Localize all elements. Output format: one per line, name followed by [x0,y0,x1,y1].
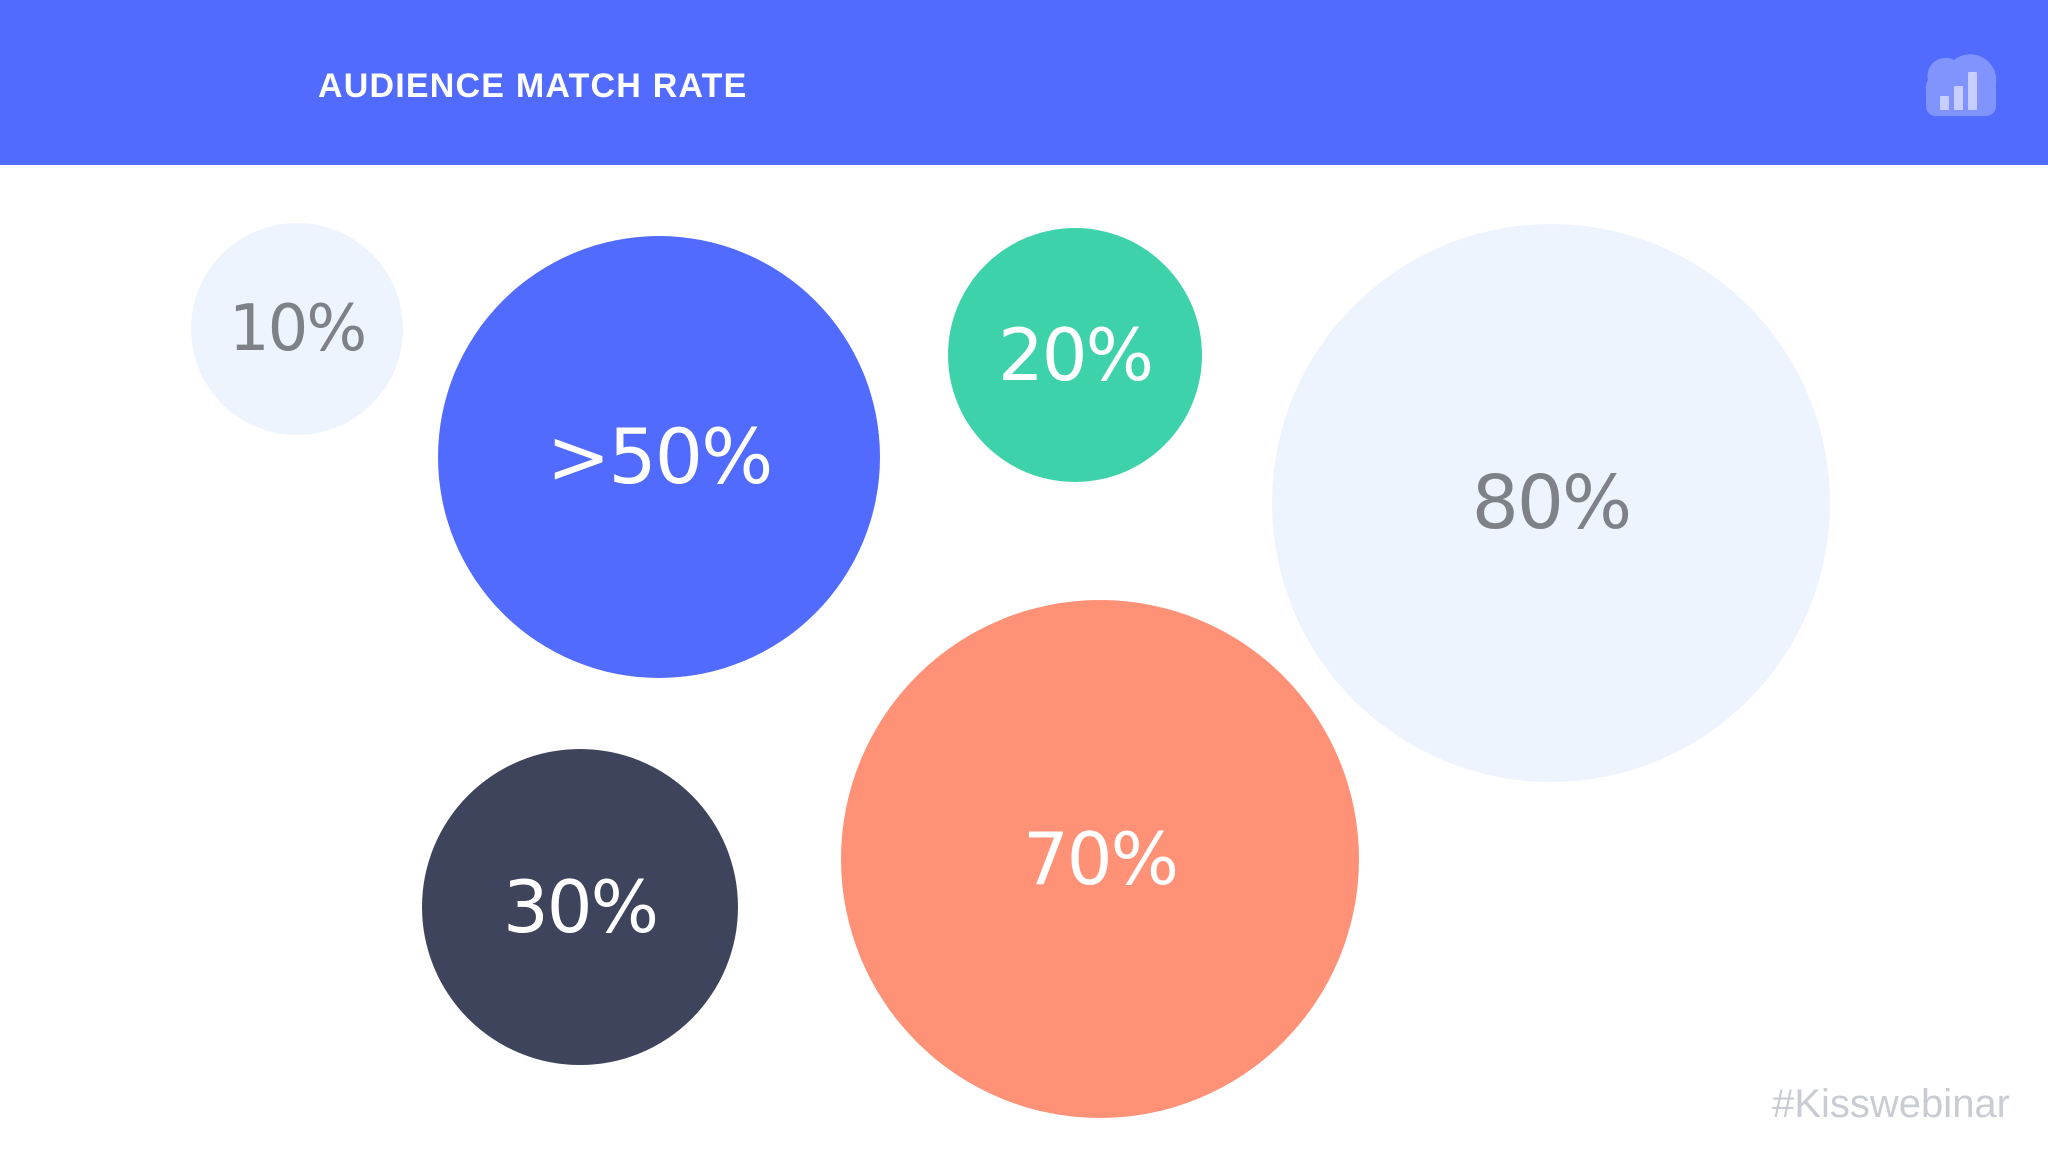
bubble-80: 80% [1272,224,1830,782]
bubble-70: 70% [841,600,1359,1118]
bubble-label-20: 20% [997,313,1154,397]
bubble-50: >50% [438,236,880,678]
bubble-label-70: 70% [1022,817,1179,901]
hashtag-footer: #Kisswebinar [1772,1082,2010,1126]
header-bar: AUDIENCE MATCH RATE [0,0,2048,165]
cloud-bar-chart-icon [1925,54,1997,117]
bubble-label-80: 80% [1471,460,1632,546]
bubble-label-30: 30% [502,865,659,949]
bubble-label-50: >50% [546,412,774,501]
bubble-label-10: 10% [228,292,367,366]
bubble-30: 30% [422,749,738,1065]
bubble-10: 10% [191,223,403,435]
page-title: AUDIENCE MATCH RATE [318,67,748,105]
bubble-20: 20% [948,228,1202,482]
